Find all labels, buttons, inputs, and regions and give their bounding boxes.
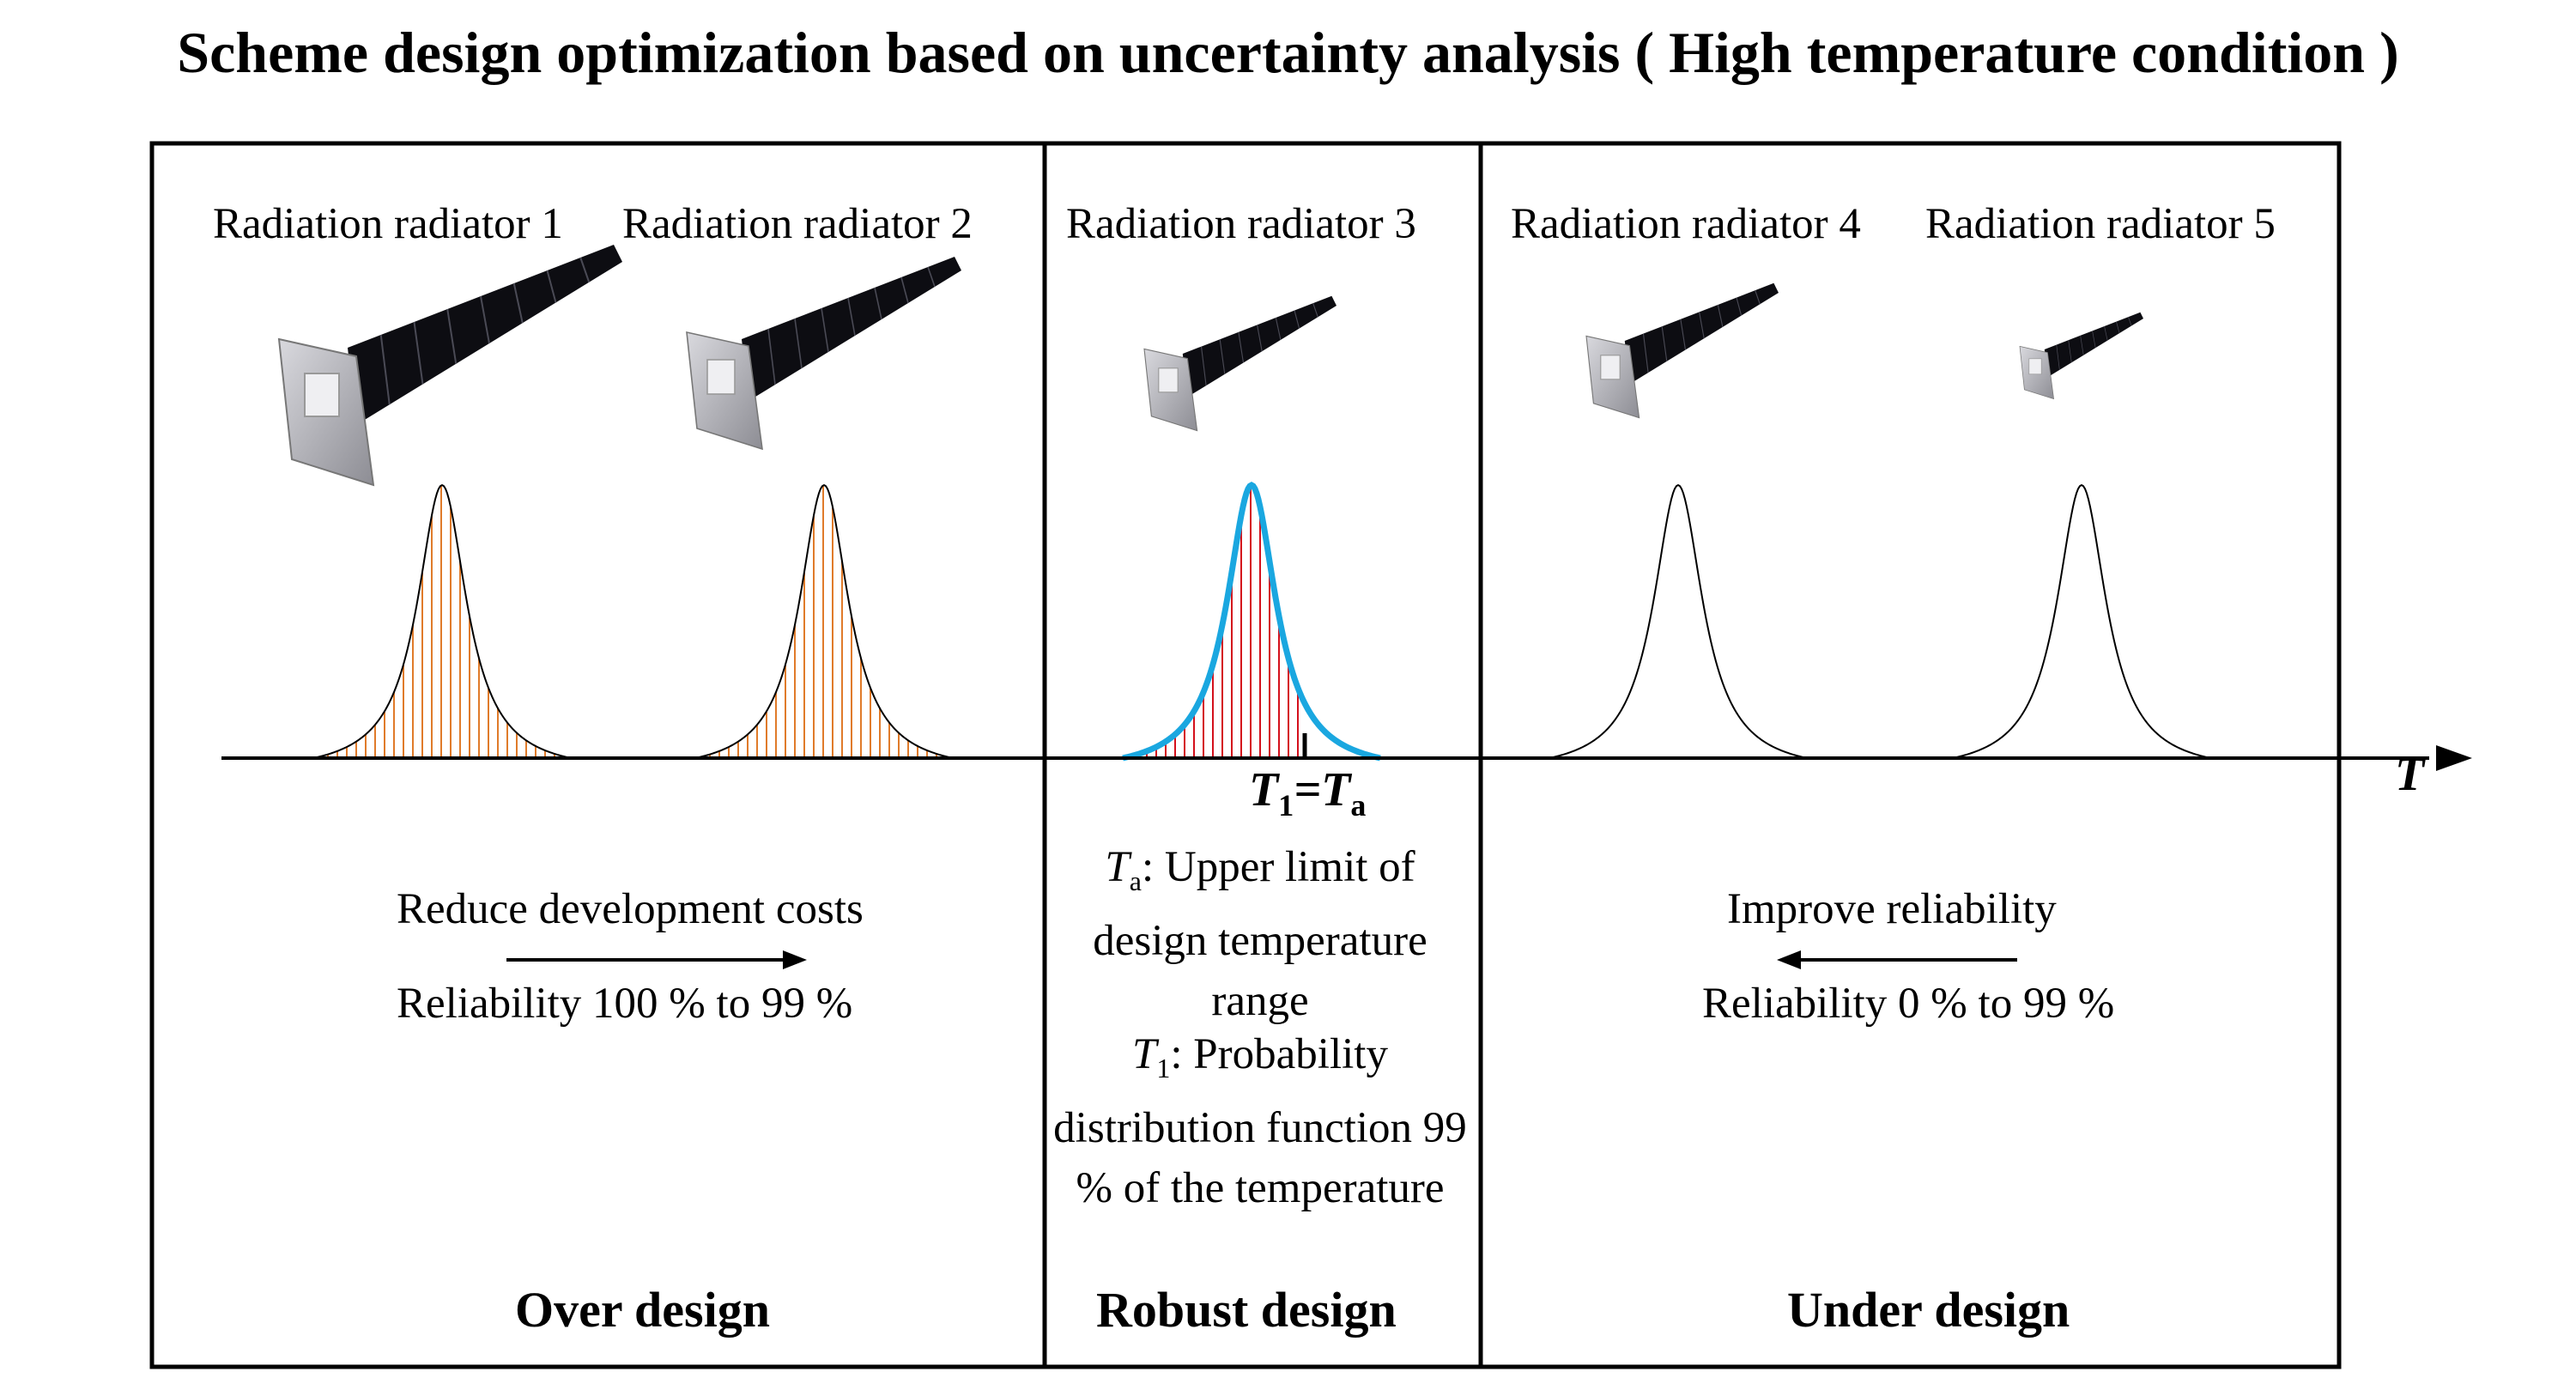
radiator-label-2: Radiation radiator 2 [622, 200, 973, 248]
radiator-panel-line [927, 266, 936, 288]
radiator-panel-line [2128, 317, 2132, 326]
panel-frame-over [149, 141, 1047, 1369]
curve-outline [694, 483, 954, 759]
radiator-panel-line [874, 287, 882, 320]
distribution-curve-5 [1952, 483, 2211, 759]
axis-label: T [2395, 748, 2425, 801]
distribution-curves [312, 482, 2211, 762]
radiator-panel-line [1200, 346, 1207, 386]
radiator-panel-line [446, 308, 458, 364]
diagram-title: Scheme design optimization based on unce… [177, 20, 2399, 85]
distribution-curve-2 [694, 483, 954, 759]
radiator-frame-plate [706, 359, 736, 395]
improve-reliability-text: Improve reliability [1727, 885, 2057, 933]
radiator-panel-line [767, 328, 776, 385]
radiator-image-5 [2019, 312, 2143, 400]
radiator-panel-line [1717, 304, 1724, 328]
ta-subscript: a [1129, 865, 1142, 897]
radiator-panel-line [379, 334, 391, 405]
radiator-frame-plate [304, 373, 340, 417]
threshold-label: T1=Ta [1249, 762, 1366, 823]
reliability-arrowhead [1777, 950, 1801, 969]
radiator-panel [348, 245, 622, 425]
temperature-axis-arrowhead [2436, 745, 2472, 771]
ta-symbol: T [1105, 843, 1130, 891]
curve-outline [1122, 482, 1381, 762]
threshold-rhs: T [1321, 763, 1351, 816]
radiator-panel-line [1219, 339, 1226, 374]
cost-reduction-arrowhead [783, 950, 807, 969]
radiator-panel-line [1275, 317, 1282, 341]
radiator-panel-line [1699, 312, 1705, 339]
radiator-panel-line [2116, 321, 2120, 334]
section-label-robust: Robust design [1096, 1282, 1397, 1338]
radiator-panel-line [794, 318, 803, 369]
radiator-panel-line [1642, 333, 1649, 373]
radiator-panel [1624, 282, 1779, 385]
section-label-under: Under design [1787, 1282, 2070, 1338]
radiator-label-4: Radiation radiator 4 [1511, 200, 1861, 248]
threshold-lhs-sub: 1 [1278, 788, 1294, 823]
radiator-panel-line [1736, 297, 1743, 316]
radiator-panel [742, 257, 961, 401]
radiator-panel-line [512, 282, 524, 324]
radiator-panel-line [1661, 326, 1668, 361]
radiator-panel-line [1238, 331, 1245, 363]
radiator-panel-line [413, 321, 424, 385]
radiator-label-1: Radiation radiator 1 [213, 200, 563, 248]
radiator-panel [1182, 295, 1336, 398]
radiator-images [277, 245, 2143, 487]
ta-definition: Ta: Upper limit of design temperature ra… [1046, 837, 1475, 1031]
radiator-image-2 [686, 257, 961, 451]
radiator-panel-line [2068, 340, 2072, 363]
radiator-panel-line [1257, 325, 1263, 352]
radiator-frame-plate [2028, 358, 2042, 375]
distribution-curve-4 [1549, 483, 1808, 759]
radiator-panel-line [900, 276, 909, 304]
radiator-panel-line [579, 257, 591, 283]
t1-subscript: 1 [1156, 1053, 1171, 1084]
radiator-panel-line [2056, 344, 2060, 370]
t1-symbol: T [1132, 1030, 1157, 1078]
ta-text: : Upper limit of design temperature rang… [1093, 843, 1427, 1026]
under-reliability-text: Reliability 0 % to 99 % [1702, 980, 2115, 1028]
radiator-panel-line [480, 295, 490, 344]
radiator-panel-line [2092, 331, 2096, 349]
over-reliability-text: Reliability 100 % to 99 % [397, 980, 853, 1028]
radiator-frame-plate [1158, 367, 1179, 393]
threshold-lhs: T [1249, 763, 1279, 816]
radiator-panel-line [2104, 325, 2108, 341]
radiator-panel-line [1312, 303, 1318, 318]
distribution-curve-3 [1122, 482, 1381, 762]
section-label-over: Over design [515, 1282, 770, 1338]
radiator-panel-line [847, 297, 856, 337]
radiator-panel-line [546, 270, 557, 303]
curve-outline [312, 483, 572, 759]
panel-frame-under [1478, 141, 2342, 1369]
threshold-eq: = [1294, 763, 1322, 816]
radiator-image-1 [277, 245, 622, 487]
threshold-rhs-sub: a [1350, 788, 1367, 823]
curve-outline [1549, 483, 1808, 759]
cost-reduction-text: Reduce development costs [397, 885, 864, 933]
curve-outline [1952, 483, 2211, 759]
radiator-panel [2044, 312, 2143, 378]
radiator-label-3: Radiation radiator 3 [1066, 200, 1416, 248]
radiator-panel-line [2080, 335, 2084, 355]
radiator-frame-plate [1600, 355, 1621, 380]
t1-text: : Probability distribution function 99 %… [1053, 1030, 1467, 1213]
radiator-panel-line [1294, 310, 1300, 329]
radiator-panel-line [1755, 290, 1761, 305]
radiator-image-4 [1585, 282, 1779, 419]
radiator-panel-line [821, 307, 829, 353]
t1-definition: T1: Probability distribution function 99… [1046, 1024, 1475, 1218]
radiator-label-5: Radiation radiator 5 [1925, 200, 2276, 248]
radiator-panel-line [1680, 319, 1687, 350]
distribution-curve-1 [312, 483, 572, 759]
radiator-image-3 [1143, 295, 1336, 432]
